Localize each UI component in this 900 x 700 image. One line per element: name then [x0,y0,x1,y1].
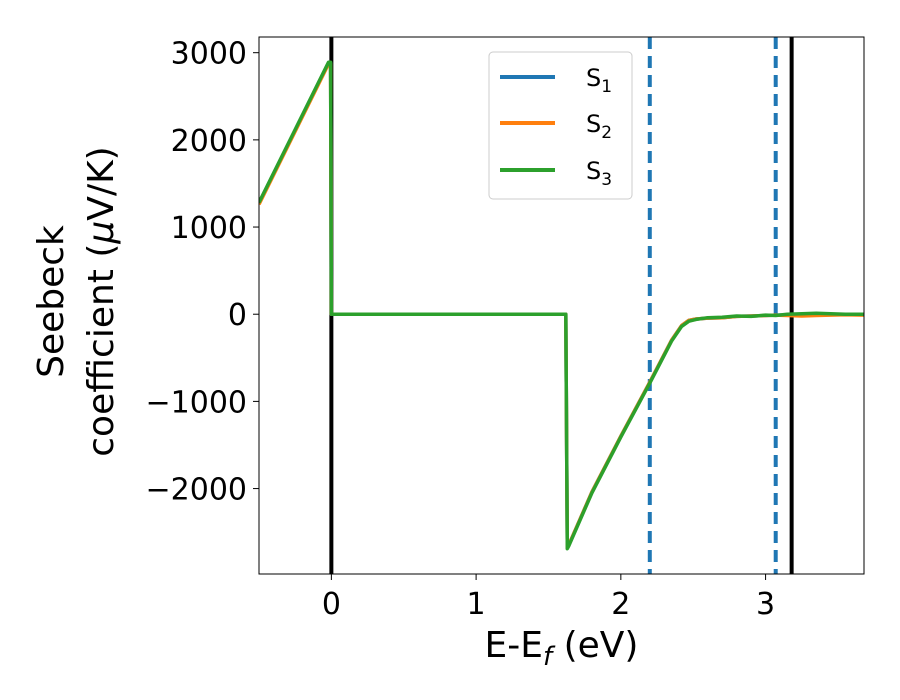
x-tick-label: 1 [467,587,486,622]
y-tick-label: −2000 [146,473,247,508]
legend-label-s3: S3 [586,157,612,190]
ticks: 0 1 2 3 −2000 −1000 0 1000 2000 3000 [146,37,776,622]
legend-entry-s2: S2 [500,110,612,143]
series-line-s3 [259,60,864,551]
y-axis-label-mu: μ [81,221,122,245]
axes-frame [258,36,865,575]
y-axis-label-post: V/K) [81,146,122,220]
legend-box [488,51,633,200]
legend-entry-s1: S1 [500,64,612,97]
x-axis-label-unit: (eV) [552,625,638,666]
y-tick-label: 3000 [171,37,247,72]
legend-label-s1: S1 [586,64,612,97]
plot-area [259,37,864,574]
x-axis-label-main: E-E [485,625,543,666]
y-axis-label-pre: coefficient ( [81,244,122,457]
x-tick-label: 2 [611,587,630,622]
x-tick-label: 0 [322,587,341,622]
legend-entry-s3: S3 [500,157,612,190]
x-axis-label: E-Ef (eV) [485,625,639,672]
y-tick-label: 2000 [171,124,247,159]
x-tick-label: 3 [756,587,775,622]
legend-label-s2: S2 [586,110,612,143]
y-tick-label: −1000 [146,385,247,420]
y-tick-label: 1000 [171,211,247,246]
y-axis-label-line1: Seebeck [31,225,72,378]
plot-clipped [259,37,864,574]
y-axis-label-line2: coefficient (μV/K) [81,146,122,456]
legend: S1 S2 S3 [488,51,633,200]
y-tick-label: 0 [228,298,247,333]
